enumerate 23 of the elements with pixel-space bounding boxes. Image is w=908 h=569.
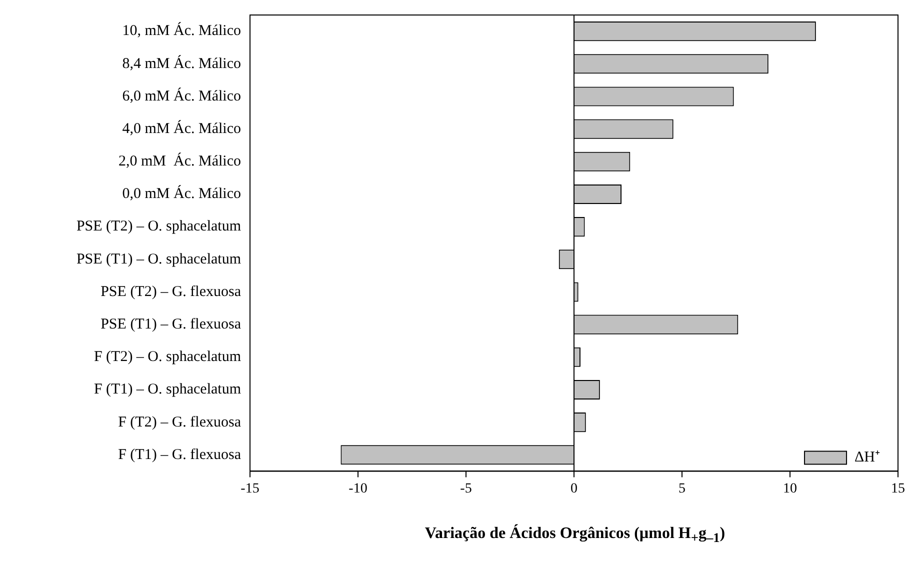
y-tick-label: 2,0 mM Ác. Málico — [118, 152, 241, 170]
y-tick-label: F (T2) – G. flexuosa — [118, 414, 242, 430]
x-tick-label: 0 — [570, 481, 578, 496]
x-tick-label: 10 — [783, 481, 797, 496]
y-tick-label: PSE (T1) – O. sphacelatum — [76, 251, 242, 268]
y-tick-label: F (T1) – O. sphacelatum — [94, 382, 242, 398]
y-tick-label: PSE (T1) – G. flexuosa — [100, 316, 242, 332]
x-tick-label: 15 — [891, 481, 905, 496]
x-tick-label: -15 — [240, 481, 260, 496]
legend-label: ΔH⁺ — [854, 450, 880, 466]
x-tick-label: 5 — [678, 481, 686, 496]
x-tick-label: -10 — [348, 481, 368, 496]
x-axis-title: Variação de Ácidos Orgânicos (µmol H$_{+}$g$_{–1}$) — [424, 525, 726, 546]
y-tick-label: 6,0 mM Ác. Málico — [122, 87, 241, 104]
y-tick-label: PSE (T2) – O. sphacelatum — [76, 218, 242, 235]
y-tick-label: F (T2) – O. sphacelatum — [94, 349, 242, 366]
y-tick-label: F (T1) – G. flexuosa — [118, 446, 242, 463]
y-tick-label: 4,0 mM Ác. Málico — [122, 120, 241, 137]
x-tick-label: -5 — [460, 481, 472, 496]
y-tick-label: 0,0 mM Ác. Málico — [122, 185, 241, 202]
y-tick-label: 10, mM Ác. Málico — [122, 22, 241, 40]
y-tick-label: 8,4 mM Ác. Málico — [122, 54, 241, 72]
y-tick-label: PSE (T2) – G. flexuosa — [100, 284, 242, 300]
